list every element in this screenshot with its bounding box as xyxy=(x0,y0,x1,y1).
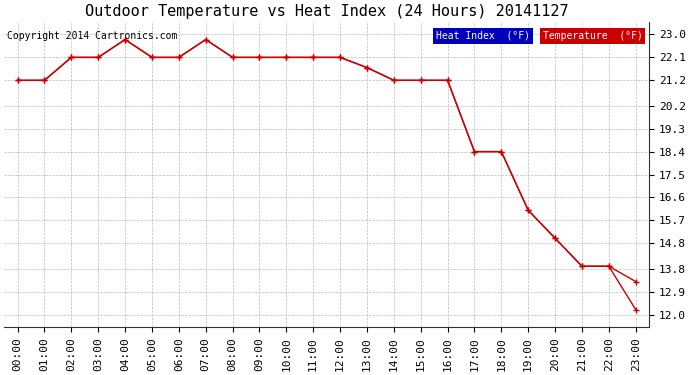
Text: Copyright 2014 Cartronics.com: Copyright 2014 Cartronics.com xyxy=(8,31,178,41)
Text: Temperature  (°F): Temperature (°F) xyxy=(543,31,642,41)
Text: Heat Index  (°F): Heat Index (°F) xyxy=(436,31,531,41)
Title: Outdoor Temperature vs Heat Index (24 Hours) 20141127: Outdoor Temperature vs Heat Index (24 Ho… xyxy=(85,4,569,19)
